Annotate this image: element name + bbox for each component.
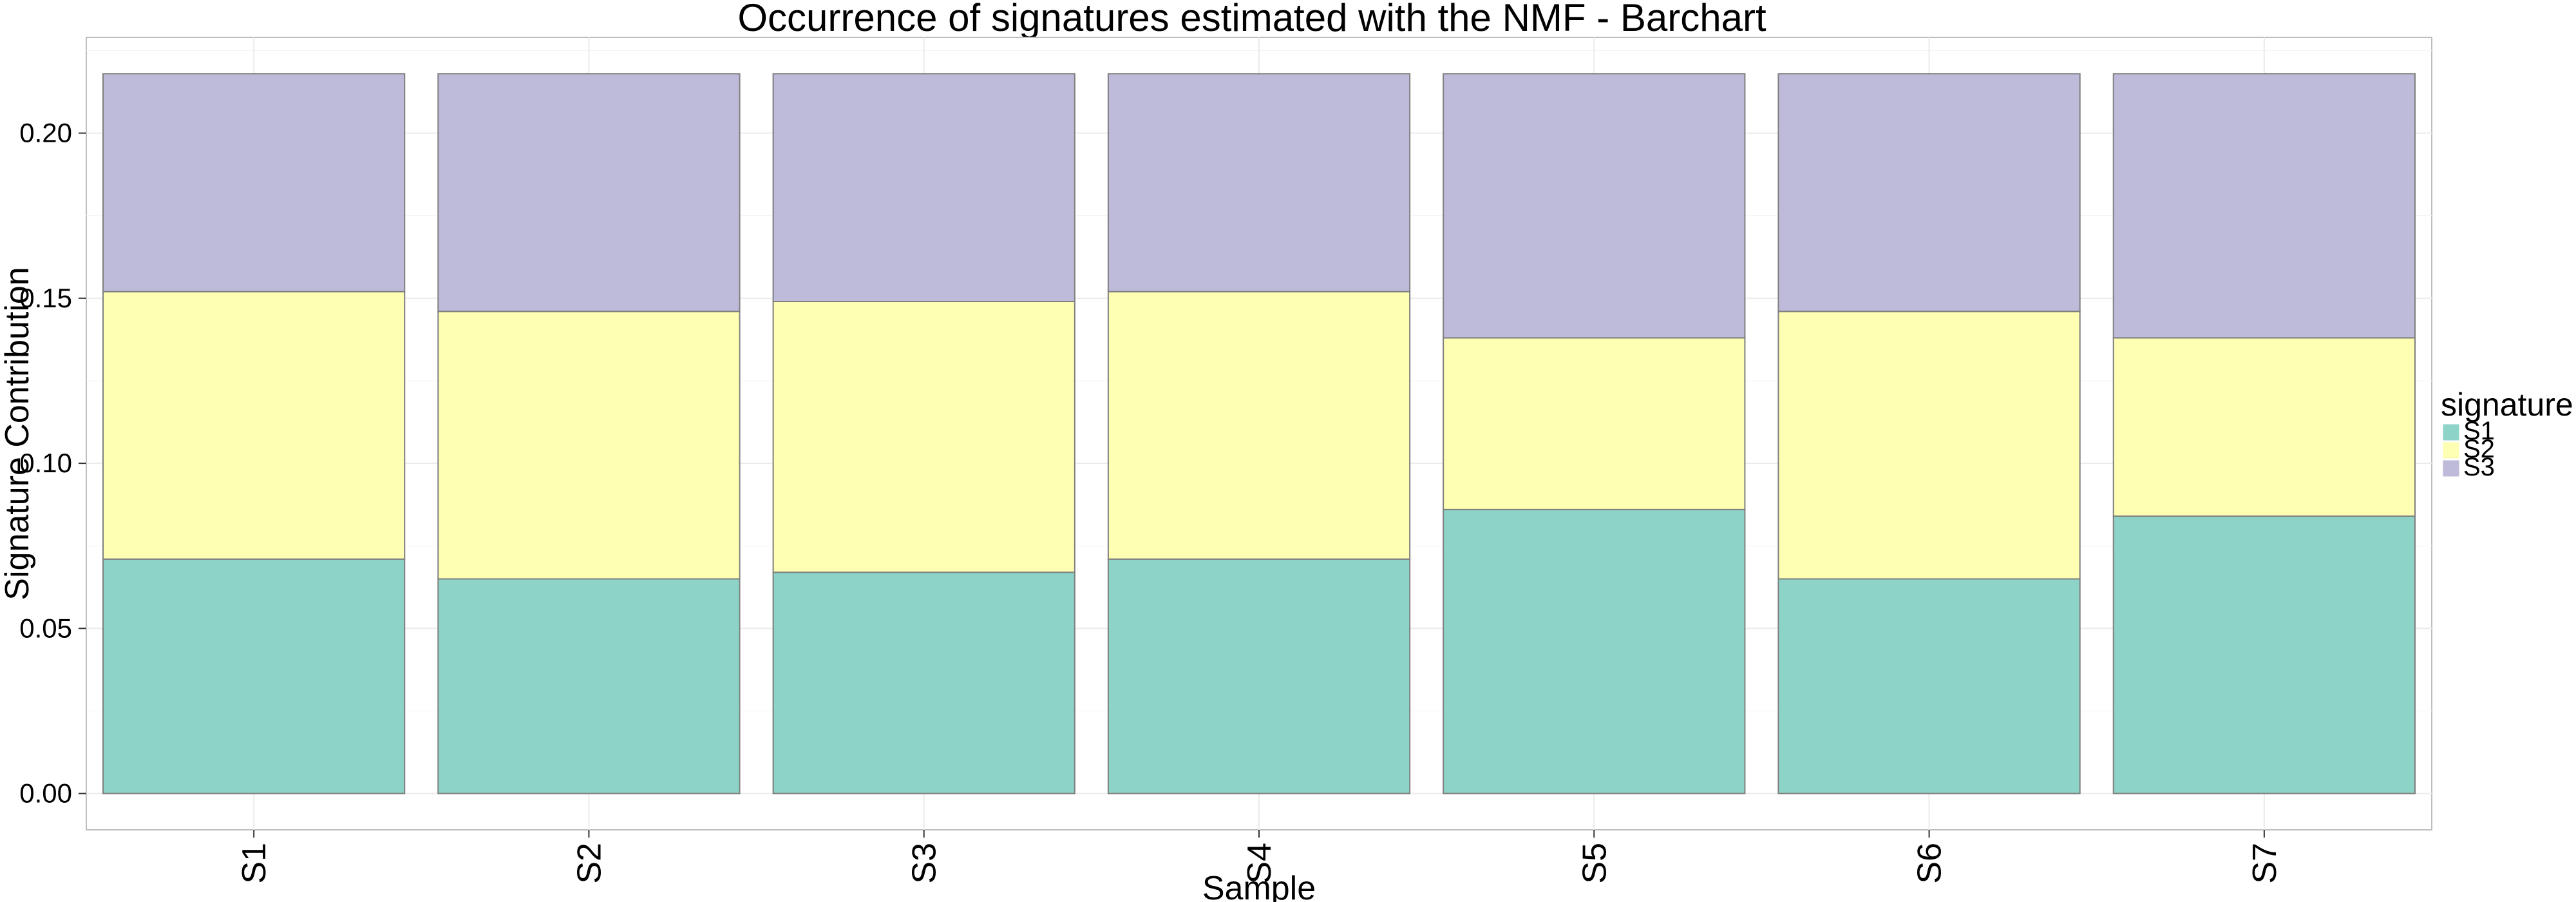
bar-segment-s1-s1: [102, 558, 406, 794]
bar-segment-s1-s3: [772, 571, 1075, 794]
x-axis: S1 S2 S3 S4 S5 S6 S7: [236, 830, 2284, 884]
bar-segment-s3-s7: [2112, 73, 2416, 339]
bar-segment-s2-s6: [1777, 311, 2081, 580]
y-tick-label: 0.00: [19, 778, 72, 809]
x-tick-label: S5: [1576, 843, 1613, 884]
bar-segment-s1-s5: [1443, 508, 1746, 794]
bar-segment-s1-s7: [2112, 515, 2416, 794]
x-tick-label: S3: [906, 843, 943, 884]
chart-title: Occurrence of signatures estimated with …: [737, 0, 1766, 39]
x-tick-label: S4: [1241, 843, 1278, 884]
bar-segment-s2-s5: [1443, 337, 1746, 510]
bar-segment-s2-s7: [2112, 337, 2416, 517]
bars: [102, 73, 2416, 794]
legend-label-s2: S2: [2463, 435, 2495, 463]
y-tick-label: 0.10: [19, 448, 72, 478]
bar-segment-s3-s1: [102, 73, 406, 293]
bar-segment-s2-s2: [437, 311, 741, 580]
x-tick-label: S7: [2246, 843, 2284, 884]
bar-segment-s1-s4: [1107, 558, 1411, 794]
x-axis-title: Sample: [1202, 870, 1316, 902]
bar-segment-s1-s6: [1777, 578, 2081, 794]
x-tick-label: S1: [236, 843, 273, 884]
bar-segment-s1-s2: [437, 578, 741, 794]
legend-label-s1: S1: [2463, 417, 2495, 445]
bar-segment-s3-s2: [437, 73, 741, 312]
y-axis: 0.00 0.05 0.10 0.15 0.20: [19, 118, 86, 809]
bar-segment-s3-s5: [1443, 73, 1746, 339]
bar-segment-s3-s3: [772, 73, 1075, 302]
legend-key-s2: [2442, 441, 2460, 459]
x-tick-label: S2: [571, 843, 608, 884]
legend-key-s3: [2442, 459, 2460, 477]
bar-segment-s2-s4: [1107, 291, 1411, 560]
bar-segment-s2-s3: [772, 301, 1075, 573]
bar-segment-s2-s1: [102, 291, 406, 560]
y-tick-label: 0.05: [19, 613, 72, 643]
bar-segment-s3-s6: [1777, 73, 2081, 312]
legend-title: signature: [2441, 387, 2573, 423]
y-axis-title: Signature Contribution: [0, 267, 36, 600]
x-tick-label: S6: [1911, 843, 1949, 884]
legend-label-s3: S3: [2463, 453, 2495, 481]
legend-key-s1: [2442, 423, 2460, 441]
y-tick-label: 0.15: [19, 283, 72, 313]
y-tick-label: 0.20: [19, 118, 72, 148]
bar-segment-s3-s4: [1107, 73, 1411, 293]
